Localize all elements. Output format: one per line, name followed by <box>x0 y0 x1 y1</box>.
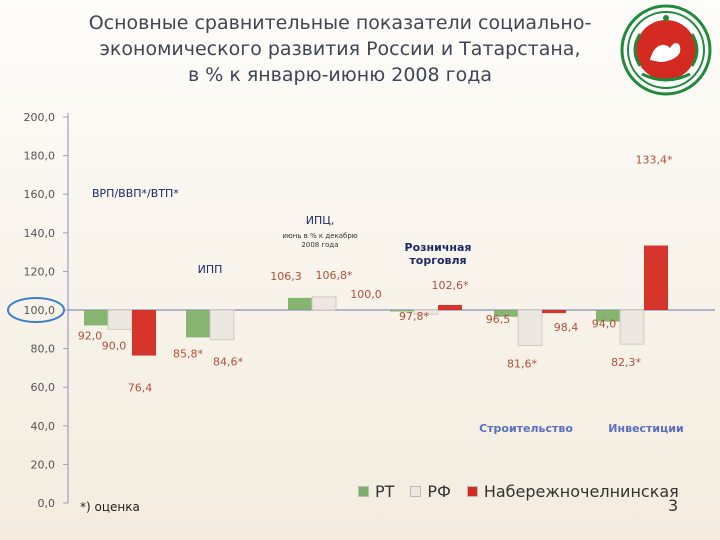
y-tick-label: 100,0 <box>24 304 56 317</box>
y-tick-label: 160,0 <box>24 188 56 201</box>
bar-набережночелнинская-3 <box>438 304 462 310</box>
data-label: 92,0 <box>78 329 103 342</box>
legend-label: РФ <box>427 482 451 501</box>
baseline-highlight-ellipse <box>7 297 65 323</box>
bar-рт-5 <box>596 310 620 322</box>
y-tick-label: 120,0 <box>24 265 56 278</box>
title-line-3: в % к январю-июню 2008 года <box>187 64 493 86</box>
data-label: 84,6* <box>213 356 243 369</box>
page-number: 3 <box>668 496 679 515</box>
legend-item: РФ <box>410 482 451 501</box>
data-label: 85,8* <box>173 347 203 360</box>
legend-swatch <box>358 486 369 497</box>
bar-набережночелнинская-5 <box>644 245 668 310</box>
data-label: 82,3* <box>611 356 641 369</box>
tatarstan-emblem-icon <box>620 4 712 96</box>
y-tick-label: 20,0 <box>31 458 56 471</box>
data-label: 100,0 <box>350 288 382 301</box>
bar-рф-3 <box>413 309 439 315</box>
category-label: Инвестиции <box>608 422 683 435</box>
category-label: Строительство <box>479 422 573 435</box>
footnote: *) оценка <box>80 500 140 514</box>
bar-рт-4 <box>494 310 518 317</box>
category-label: ИПП <box>198 263 223 276</box>
y-tick-label: 40,0 <box>31 420 56 433</box>
bar-рф-0 <box>107 309 133 330</box>
y-tick-label: 80,0 <box>31 343 56 356</box>
title-line-2: экономического развития России и Татарст… <box>99 38 581 60</box>
legend-swatch <box>466 486 478 497</box>
category-label: ИПЦ, <box>306 214 335 227</box>
data-label: 81,6* <box>507 358 537 371</box>
data-label: 94,0 <box>592 318 617 331</box>
category-sublabel: июнь в % к декабрю <box>282 232 357 240</box>
slide-title: Основные сравнительные показатели социал… <box>40 10 640 88</box>
category-label: Розничная <box>405 241 472 254</box>
title-line-1: Основные сравнительные показатели социал… <box>88 12 592 34</box>
data-label: 90,0 <box>102 339 127 352</box>
bar-рф-1 <box>209 309 235 341</box>
data-label: 106,3 <box>270 270 302 283</box>
bar-рф-2 <box>311 296 337 311</box>
category-label: ВРП/ВВП*/ВТП* <box>92 187 179 200</box>
y-tick-label: 0,0 <box>38 497 56 510</box>
data-label: 98,4 <box>554 321 579 334</box>
legend-item: РТ <box>358 482 394 501</box>
category-label: торговля <box>409 254 466 267</box>
data-label: 96,5 <box>486 313 511 326</box>
y-tick-label: 200,0 <box>24 111 56 124</box>
bar-рф-4 <box>517 309 543 347</box>
data-label: 106,8* <box>316 269 353 282</box>
bar-рт-2 <box>288 297 312 310</box>
data-label: 133,4* <box>636 154 673 167</box>
chart-legend: РТ РФ Набережночелнинская <box>358 482 695 501</box>
bar-рт-3 <box>390 310 414 312</box>
bar-набережночелнинская-4 <box>542 310 566 314</box>
legend-item: Набережночелнинская <box>466 482 679 501</box>
y-tick-label: 140,0 <box>24 227 56 240</box>
data-label: 97,8* <box>399 310 429 323</box>
legend-label: Набережночелнинская <box>483 482 679 501</box>
legend-swatch <box>410 486 422 497</box>
bar-набережночелнинская-0 <box>132 310 156 356</box>
bar-рф-5 <box>619 309 645 345</box>
y-tick-label: 180,0 <box>24 150 56 163</box>
data-label: 76,4 <box>128 382 153 395</box>
y-tick-label: 60,0 <box>31 381 56 394</box>
bar-рт-1 <box>186 310 210 338</box>
bar-рт-0 <box>84 310 108 326</box>
data-label: 102,6* <box>432 279 469 292</box>
legend-label: РТ <box>375 482 395 501</box>
category-sublabel: 2008 года <box>301 241 338 249</box>
